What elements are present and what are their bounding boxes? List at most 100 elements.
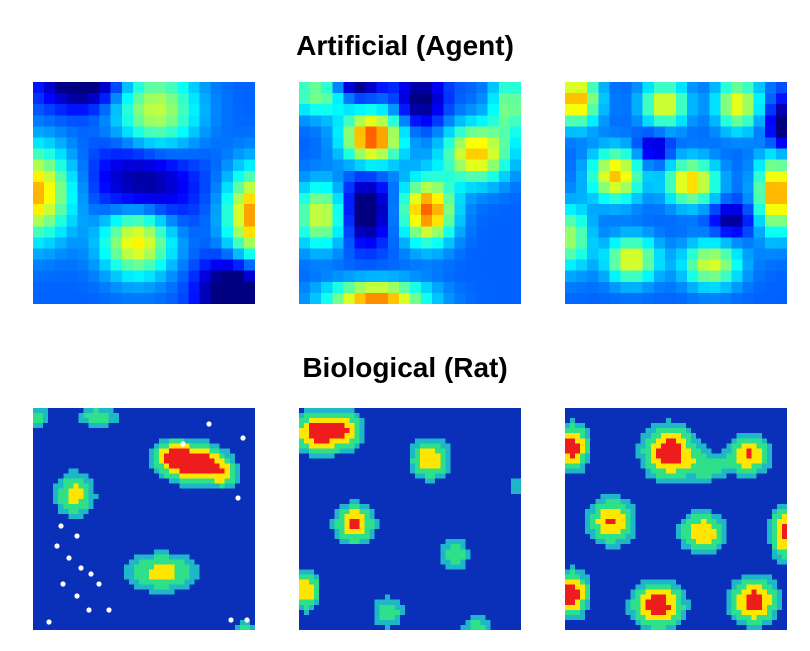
rate-map-cell [379,599,386,606]
rate-map-cell [44,281,56,294]
rate-map-cell [38,448,44,455]
rate-map-cell [753,126,766,139]
rate-map-cell [299,148,311,161]
rate-map-cell [118,524,125,530]
rate-map-cell [43,619,49,626]
rate-map-cell [108,564,115,571]
rate-map-cell [653,270,666,283]
rate-map-cell [144,259,156,272]
rate-map-cell [349,513,356,520]
rate-map-cell [155,148,167,161]
rate-map-cell [565,170,577,183]
rate-map-cell [321,104,333,116]
rate-map-cell [410,159,422,172]
rate-map-cell [108,488,115,495]
rate-map-cell [110,248,123,261]
rate-map-cell [204,549,211,555]
rate-map-cell [149,529,155,535]
rate-map-cell [399,483,406,490]
rate-map-cell [123,589,130,596]
rate-map-cell [490,589,497,596]
rate-map-cell [133,483,140,490]
rate-map-cell [445,453,451,460]
rate-map-cell [144,589,150,596]
rate-map-cell [487,259,500,272]
rate-map-cell [500,503,507,510]
rate-map-cell [498,292,511,304]
rate-map-cell [133,433,140,439]
rate-map-cell [515,539,521,545]
rate-map-cell [249,493,255,500]
rate-map-cell [199,589,206,596]
rate-map-cell [374,458,381,465]
rate-map-cell [189,619,196,626]
rate-map-cell [620,104,633,116]
rate-map-cell [364,584,371,591]
rate-map-cell [304,418,310,424]
rate-map-cell [214,604,221,611]
rate-map-cell [415,508,421,515]
rate-map-cell [128,418,135,424]
unvisited-bin-dot [235,495,241,501]
rate-map-cell [128,609,135,616]
rate-map-cell [565,159,577,172]
rate-map-cell [299,579,305,586]
rate-map-cell [364,443,371,449]
rate-map-cell [339,453,346,460]
rate-map-cell [138,513,145,520]
rate-map-cell [384,448,391,455]
rate-map-cell [299,488,305,495]
rate-map-cell [500,579,507,586]
rate-map-cell [421,259,433,272]
rate-map-cell [123,529,130,535]
rate-map-cell [470,483,477,490]
rate-map-cell [354,181,367,194]
rate-map-cell [88,204,101,216]
rate-map-cell [309,483,315,490]
rate-map-cell [164,554,170,560]
rate-map-cell [450,559,457,566]
rate-map-cell [189,579,196,586]
rate-map-cell [128,564,135,571]
rate-map-cell [500,498,507,505]
rate-map-cell [138,549,145,555]
rate-map-cell [149,493,155,500]
rate-map-cell [430,609,436,616]
rate-map-cell [753,237,766,250]
rate-map-cell [123,428,130,434]
rate-map-cell [58,498,64,505]
rate-map-cell [440,579,446,586]
rate-map-cell [369,428,376,434]
rate-map-cell [389,413,396,419]
rate-map-cell [209,428,216,434]
rate-map-cell [184,584,191,591]
rate-map-cell [720,126,733,139]
rate-map-cell [33,281,45,294]
rate-map-cell [88,549,95,555]
rate-map-cell [229,513,236,520]
rate-map-cell [515,589,521,596]
rate-map-cell [108,498,115,505]
rate-map-cell [214,614,221,621]
rate-map-cell [93,549,100,555]
rate-map-cell [731,104,744,116]
rate-map-cell [113,569,120,576]
rate-map-cell [410,524,416,530]
rate-map-cell [121,259,134,272]
rate-map-cell [244,524,251,530]
rate-map-cell [199,104,212,116]
rate-map-cell [510,564,517,571]
rate-map-cell [77,215,90,227]
rate-map-cell [394,599,401,606]
rate-map-cell [48,428,54,434]
rate-map-cell [304,503,310,510]
rate-map-cell [343,215,356,227]
rate-map-cell [324,423,330,429]
rate-map-cell [38,554,44,560]
rate-map-cell [58,463,64,470]
rate-map-cell [430,488,436,495]
rate-map-cell [410,215,422,227]
rate-map-cell [664,170,677,183]
rate-map-cell [399,433,406,439]
rate-map-cell [421,193,433,205]
